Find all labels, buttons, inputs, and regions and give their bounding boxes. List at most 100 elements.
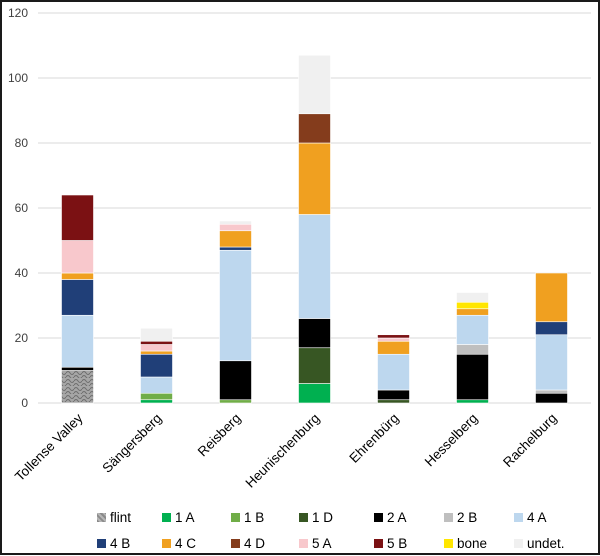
bar-segment <box>456 344 489 355</box>
legend-swatch-icon <box>162 513 171 522</box>
bar-segment <box>61 370 94 404</box>
legend-swatch-icon <box>231 539 240 548</box>
bar-segment <box>535 392 568 404</box>
bar-stack <box>61 194 94 404</box>
legend-item: 2 A <box>374 510 407 525</box>
legend-item: 4 D <box>231 536 265 551</box>
bar-segment <box>456 292 489 303</box>
bar-stack <box>140 327 173 404</box>
legend-label: 1 D <box>312 510 334 525</box>
bar-stack <box>535 272 568 404</box>
bar-segment <box>61 314 94 368</box>
legend-label: 4 C <box>175 536 197 551</box>
y-tick-label: 120 <box>8 6 28 20</box>
bar-segment <box>377 389 410 401</box>
bar-segment <box>456 308 489 316</box>
legend-label: 4 D <box>244 536 266 551</box>
bar-segment <box>298 142 331 215</box>
bar-segment <box>377 340 410 355</box>
bar-segment <box>377 353 410 391</box>
legend-swatch-icon <box>299 539 308 548</box>
legend-swatch-icon <box>231 513 240 522</box>
bar-segment <box>298 383 331 404</box>
bar-segment <box>219 399 252 404</box>
bar-segment <box>535 321 568 336</box>
y-tick-label: 40 <box>15 266 29 280</box>
x-axis-ticks: Tollense Valley Sängersberg ReisbergHeunis… <box>12 410 560 490</box>
legend-item: 4 A <box>514 510 547 525</box>
bar-segment <box>140 340 173 345</box>
legend-item: 5 A <box>299 536 332 551</box>
legend-label: undet. <box>527 536 565 551</box>
legend-swatch-icon <box>444 513 453 522</box>
y-tick-label: 80 <box>15 136 29 150</box>
bar-segment <box>535 334 568 391</box>
bar-segment <box>61 279 94 316</box>
legend-label: 5 A <box>312 536 332 551</box>
legend-label: 2 A <box>387 510 407 525</box>
legend-label: 1 A <box>175 510 195 525</box>
bar-segment <box>219 223 252 232</box>
legend-swatch-icon <box>374 539 383 548</box>
legend-item: bone <box>444 536 487 551</box>
legend-item: 1 D <box>299 510 333 525</box>
legend-item: 2 B <box>444 510 477 525</box>
legend-item: 4 C <box>162 536 196 551</box>
y-axis-ticks: 0 20 40 60 80 100 120 <box>8 6 28 410</box>
bar-stack <box>456 292 489 404</box>
bar-stack <box>298 54 331 404</box>
bar-segment <box>61 240 94 274</box>
stacked-bar-chart: 0 20 40 60 80 100 120 Tollense Valley Sängersbe… <box>8 6 591 491</box>
x-tick-label: Reisberg <box>195 411 244 460</box>
bar-segment <box>377 399 410 404</box>
legend-swatch-icon <box>374 513 383 522</box>
legend-swatch-icon <box>162 539 171 548</box>
bar-segment <box>61 272 94 280</box>
bar-segment <box>456 399 489 404</box>
y-tick-label: 100 <box>8 71 28 85</box>
y-tick-label: 60 <box>15 201 29 215</box>
legend-label: 4 B <box>110 536 131 551</box>
bar-segment <box>140 399 173 404</box>
legend-label: 2 B <box>457 510 478 525</box>
bar-segment <box>298 347 331 384</box>
x-tick-label: Heunischenburg <box>242 411 322 491</box>
bar-segment <box>140 344 173 352</box>
bar-segment <box>535 389 568 394</box>
legend-item: 5 B <box>374 536 407 551</box>
legend-swatch-icon <box>444 539 453 548</box>
bar-segment <box>456 353 489 401</box>
bar-segment <box>456 314 489 345</box>
legend-item: flint <box>97 510 131 525</box>
legend-item: 1 B <box>231 510 264 525</box>
x-tick-label: Sängersberg <box>99 411 164 476</box>
legend-label: 4 A <box>527 510 547 525</box>
bar-stack <box>377 334 410 404</box>
bar-segment <box>61 366 94 371</box>
bar-segment <box>377 334 410 339</box>
x-tick-label: Hesselberg <box>422 411 481 470</box>
x-tick-label: Tollense Valley <box>12 410 86 484</box>
bar-segment <box>140 392 173 401</box>
bar-segment <box>140 376 173 394</box>
bar-stack <box>219 220 252 404</box>
bar-segment <box>219 220 252 225</box>
bar-segment <box>298 113 331 144</box>
legend-item: undet. <box>514 536 565 551</box>
x-tick-label: Ehrenbürg <box>346 411 401 466</box>
bar-segment <box>219 249 252 362</box>
legend-swatch-icon <box>97 539 106 548</box>
bar-segment <box>219 230 252 248</box>
bar-segment <box>535 272 568 323</box>
bar-segment <box>140 350 173 355</box>
bar-segment <box>298 318 331 349</box>
x-tick-label: Rachelburg <box>500 411 559 470</box>
legend-item: 4 B <box>97 536 130 551</box>
y-tick-label: 0 <box>21 396 28 410</box>
legend-swatch-icon <box>97 513 106 522</box>
legend-label: flint <box>110 510 132 525</box>
legend-item: 1 A <box>162 510 195 525</box>
legend-label: 5 B <box>387 536 408 551</box>
legend-label: bone <box>457 536 488 551</box>
